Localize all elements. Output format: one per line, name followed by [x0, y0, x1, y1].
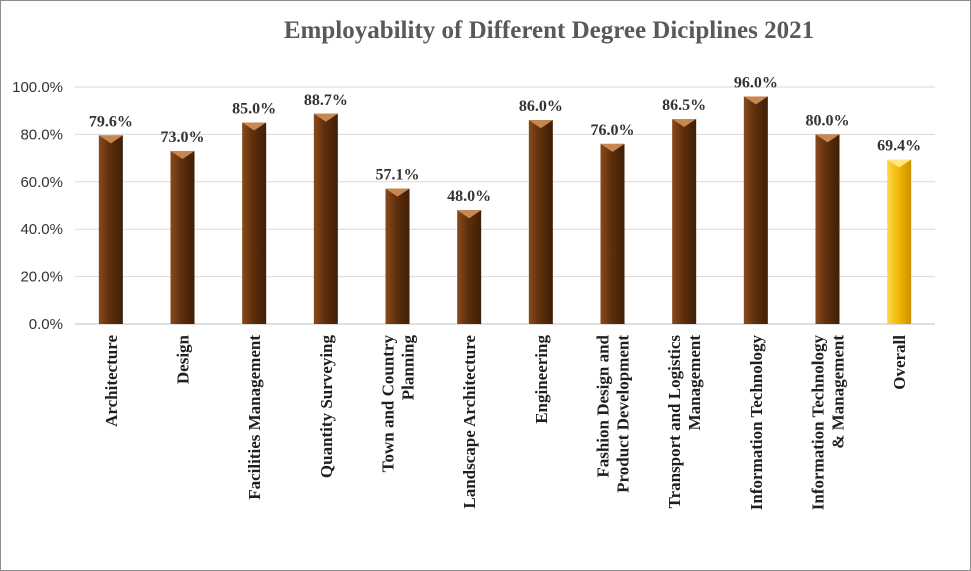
data-labels: 79.6% 73.0% 85.0% 88.7% 57.1% 48.0% 86.0% 76.0%… — [89, 74, 921, 205]
bar — [313, 113, 338, 324]
bar-body — [672, 118, 697, 325]
x-category-label: Overall — [890, 335, 909, 390]
x-category-label: Engineering — [532, 335, 551, 424]
bar-body — [313, 113, 338, 324]
x-category-label: Information Technology — [747, 335, 766, 511]
data-label: 85.0% — [232, 101, 276, 118]
bar-cap — [385, 188, 410, 197]
bar-cap — [528, 120, 553, 129]
x-category-label-line: Product Development — [614, 335, 633, 493]
x-axis-labels: Architecture Design Facilities Management Q… — [102, 334, 909, 510]
bar-body — [170, 150, 195, 324]
x-category-label-line: Design — [174, 334, 193, 384]
bar-cap — [887, 159, 912, 168]
x-category-label-line: Planning — [399, 335, 418, 401]
bar — [528, 120, 553, 325]
x-category-label-line: Information Technology — [809, 335, 828, 511]
bar-cap — [170, 150, 195, 159]
bar-cap — [313, 113, 338, 122]
bar-body — [815, 134, 840, 324]
bars — [98, 96, 912, 325]
bar-body — [743, 96, 768, 324]
x-category-label-line: Engineering — [532, 335, 551, 424]
bar-cap — [98, 135, 123, 144]
data-label: 48.0% — [447, 188, 491, 205]
data-label: 86.0% — [519, 98, 563, 115]
data-label: 80.0% — [806, 112, 850, 129]
bar-body — [385, 188, 410, 324]
x-category-label-line: Information Technology — [747, 335, 766, 511]
x-category-label: Design — [174, 334, 193, 384]
x-category-label: Transport and Logistics Management — [665, 335, 704, 509]
x-category-label-line: Quantity Surveying — [317, 335, 336, 479]
data-label: 57.1% — [376, 167, 420, 184]
x-category-label: Fashion Design and Product Development — [594, 334, 633, 492]
bar-body — [887, 159, 912, 324]
bar-cap — [815, 134, 840, 143]
bar-body — [98, 135, 123, 324]
x-category-label-line: Management — [685, 335, 704, 431]
y-tick-label: 80.0% — [20, 126, 63, 143]
data-label: 88.7% — [304, 92, 348, 109]
bar — [385, 188, 410, 324]
x-category-label-line: & Management — [829, 335, 848, 449]
x-category-label-line: Landscape Architecture — [460, 335, 479, 509]
bar-body — [457, 210, 482, 324]
bar-cap — [672, 118, 697, 127]
bar-body — [242, 122, 267, 324]
bar-body — [528, 120, 553, 325]
x-category-label-line: Overall — [890, 335, 909, 390]
bar — [98, 135, 123, 324]
bar-cap — [743, 96, 768, 105]
y-axis-ticks: 0.0% 20.0% 40.0% 60.0% 80.0% 100.0% — [12, 79, 63, 333]
bar-overall — [887, 159, 912, 324]
bar — [743, 96, 768, 324]
data-label: 69.4% — [877, 138, 921, 155]
bar-body — [600, 143, 625, 324]
x-category-label: Architecture — [102, 335, 121, 427]
x-category-label: Information Technology & Management — [809, 335, 848, 511]
gridlines — [75, 86, 935, 325]
bar-cap — [457, 210, 482, 219]
data-label: 73.0% — [161, 129, 205, 146]
x-category-label-line: Facilities Management — [245, 335, 264, 500]
bar — [457, 210, 482, 324]
bar-cap — [600, 143, 625, 152]
data-label: 76.0% — [591, 122, 635, 139]
y-tick-label: 40.0% — [20, 221, 63, 238]
x-category-label-line: Transport and Logistics — [665, 335, 684, 509]
x-category-label-line: Architecture — [102, 335, 121, 427]
x-category-label: Landscape Architecture — [460, 335, 479, 509]
x-category-label-line: Town and Country — [379, 335, 398, 473]
data-label: 79.6% — [89, 113, 133, 130]
data-label: 86.5% — [662, 97, 706, 114]
bar — [170, 150, 195, 324]
x-category-label: Facilities Management — [245, 335, 264, 500]
chart-title: Employability of Different Degree Dicipl… — [284, 17, 814, 44]
y-tick-label: 60.0% — [20, 174, 63, 191]
bar — [815, 134, 840, 324]
bar-cap — [242, 122, 267, 131]
bar — [600, 143, 625, 324]
bar — [242, 122, 267, 324]
bar — [672, 118, 697, 325]
data-label: 96.0% — [734, 74, 778, 91]
x-category-label: Quantity Surveying — [317, 335, 336, 479]
y-tick-label: 20.0% — [20, 269, 63, 286]
x-category-label: Town and Country Planning — [379, 335, 418, 473]
x-category-label-line: Fashion Design and — [594, 334, 613, 477]
y-tick-label: 0.0% — [29, 316, 63, 333]
y-tick-label: 100.0% — [12, 79, 63, 96]
